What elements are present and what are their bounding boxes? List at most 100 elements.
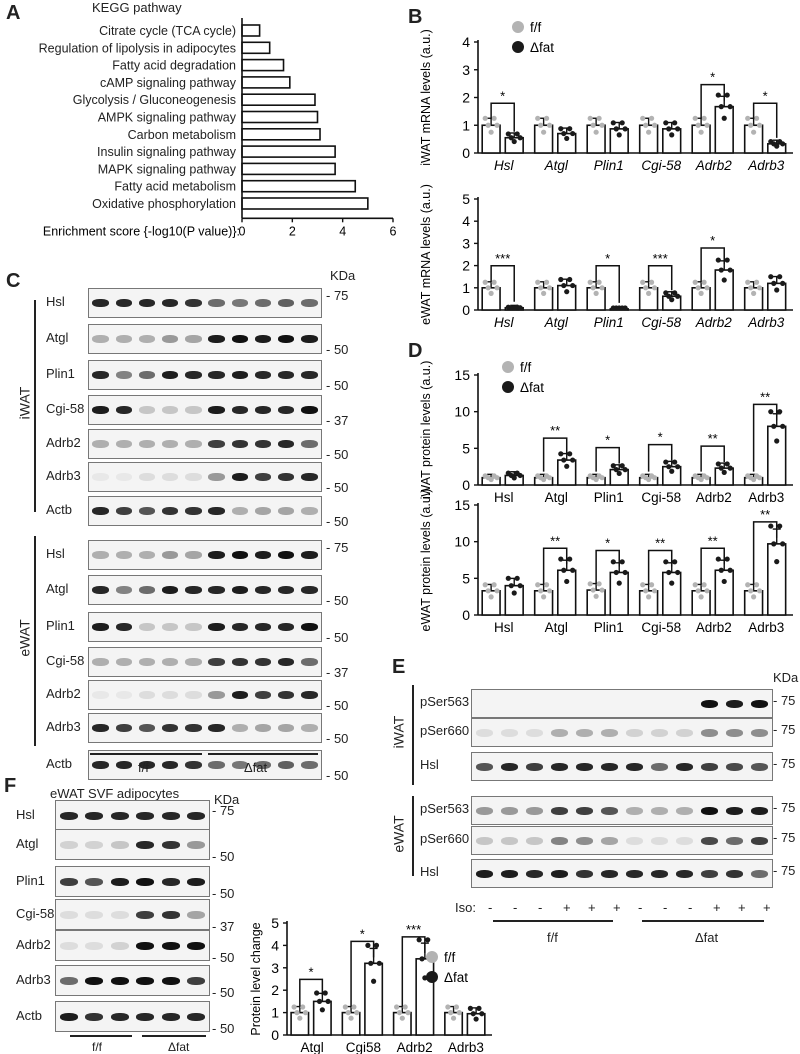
- protein-band: [725, 836, 744, 845]
- protein-band: [650, 869, 669, 878]
- protein-band: [550, 762, 569, 771]
- svg-text:Atgl: Atgl: [544, 158, 569, 173]
- protein-band: [138, 551, 156, 559]
- svg-text:Carbon metabolism: Carbon metabolism: [128, 128, 236, 142]
- blot-row-label: Actb: [46, 502, 73, 517]
- group-line-dfat-e: [642, 920, 764, 922]
- protein-band: [185, 586, 202, 594]
- svg-text:6: 6: [390, 224, 397, 238]
- iwat-label: iWAT: [16, 386, 33, 420]
- protein-band: [136, 840, 155, 849]
- protein-band: [700, 806, 719, 815]
- group-line-dfat-f: [142, 1035, 206, 1037]
- protein-band: [161, 910, 180, 919]
- blot-strip: [88, 612, 322, 642]
- kda-marker: - 50: [326, 731, 349, 746]
- svg-text:*: *: [658, 430, 663, 445]
- blot-strip: [471, 718, 773, 747]
- protein-band: [725, 762, 744, 771]
- protein-band: [208, 299, 225, 307]
- svg-text:Plin1: Plin1: [594, 315, 624, 330]
- protein-band: [301, 551, 318, 559]
- protein-band: [231, 371, 248, 379]
- protein-band: [301, 335, 318, 343]
- svg-text:Fatty acid metabolism: Fatty acid metabolism: [114, 180, 236, 194]
- blot-strip: [88, 750, 322, 780]
- protein-band: [254, 507, 272, 515]
- svg-text:Cgi-58: Cgi-58: [641, 490, 681, 505]
- protein-band: [301, 761, 318, 769]
- protein-band: [600, 869, 619, 878]
- svg-text:1: 1: [271, 1005, 279, 1021]
- blot-row-label: Cgi-58: [16, 906, 55, 921]
- protein-band: [208, 551, 225, 559]
- protein-band: [278, 761, 295, 769]
- protein-band: [575, 762, 594, 771]
- protein-band: [650, 762, 669, 771]
- svg-text:0: 0: [462, 302, 470, 318]
- blot-strip: [55, 866, 210, 897]
- svg-text:***: ***: [653, 251, 668, 266]
- svg-text:4: 4: [462, 34, 470, 50]
- protein-band: [231, 406, 248, 414]
- protein-band: [231, 658, 248, 666]
- svg-text:0: 0: [462, 145, 470, 161]
- protein-band: [92, 724, 109, 732]
- svg-text:**: **: [708, 533, 718, 548]
- svg-text:cAMP signaling pathway: cAMP signaling pathway: [100, 76, 237, 90]
- svg-text:3: 3: [462, 62, 470, 78]
- protein-band: [278, 440, 295, 448]
- protein-band: [161, 976, 180, 985]
- protein-band: [92, 507, 109, 515]
- group-line-ff-e: [493, 920, 613, 922]
- protein-band: [115, 473, 132, 481]
- protein-band: [138, 371, 156, 379]
- svg-text:Adrb3: Adrb3: [448, 1040, 484, 1054]
- panel-c-label: C: [6, 270, 21, 292]
- protein-band: [700, 869, 719, 878]
- protein-band: [550, 806, 569, 815]
- protein-band: [301, 658, 318, 666]
- protein-band: [110, 941, 129, 950]
- kda-marker: - 50: [326, 378, 349, 393]
- kda-marker: - 50: [326, 480, 349, 495]
- svg-text:Δfat: Δfat: [530, 40, 554, 55]
- protein-band: [550, 836, 569, 845]
- svg-text:**: **: [760, 507, 770, 522]
- svg-text:Atgl: Atgl: [545, 620, 568, 635]
- protein-band: [85, 877, 104, 886]
- svg-text:*: *: [360, 926, 365, 941]
- protein-band: [278, 299, 295, 307]
- protein-band: [115, 335, 132, 343]
- svg-text:*: *: [309, 964, 314, 979]
- protein-band: [278, 691, 295, 699]
- protein-band: [254, 440, 272, 448]
- protein-band: [92, 761, 109, 769]
- protein-band: [231, 507, 248, 515]
- protein-band: [750, 869, 769, 878]
- svg-text:**: **: [550, 533, 560, 548]
- protein-band: [85, 976, 104, 985]
- svg-text:Atgl: Atgl: [544, 315, 569, 330]
- kda-marker: - 75: [773, 722, 796, 737]
- svg-text:Oxidative phosphorylation: Oxidative phosphorylation: [92, 197, 236, 211]
- protein-band: [625, 836, 644, 845]
- kda-marker: - 50: [326, 768, 349, 783]
- protein-band: [475, 836, 494, 845]
- protein-band: [600, 728, 619, 737]
- protein-band: [700, 836, 719, 845]
- protein-band: [278, 724, 295, 732]
- protein-band: [208, 371, 225, 379]
- protein-band: [675, 806, 694, 815]
- protein-band: [208, 658, 225, 666]
- protein-band: [550, 869, 569, 878]
- kda-label: KDa: [330, 268, 356, 283]
- kda-marker: - 75: [773, 756, 796, 771]
- blot-row-label: Hsl: [420, 864, 439, 879]
- protein-band: [208, 691, 225, 699]
- svg-text:10: 10: [454, 534, 470, 550]
- protein-band: [162, 299, 179, 307]
- protein-band: [525, 762, 544, 771]
- svg-text:4: 4: [339, 224, 346, 238]
- blot-strip: [88, 496, 322, 526]
